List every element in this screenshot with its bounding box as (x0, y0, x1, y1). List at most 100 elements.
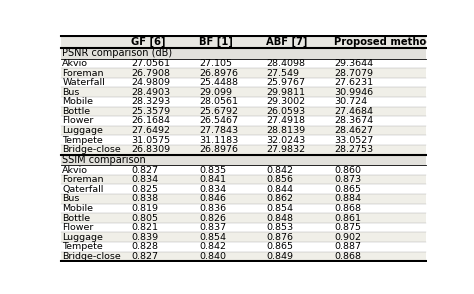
Text: 0.821: 0.821 (131, 223, 158, 232)
Text: 0.834: 0.834 (131, 175, 159, 184)
Text: 28.4903: 28.4903 (131, 88, 171, 97)
Bar (61, 155, 426, 165)
Bar (61, 59, 426, 68)
Text: 0.853: 0.853 (266, 223, 293, 232)
Text: 0.865: 0.865 (334, 185, 361, 194)
Text: Luggage: Luggage (62, 233, 103, 242)
Text: 0.828: 0.828 (131, 242, 158, 251)
Text: 0.842: 0.842 (266, 166, 293, 175)
Text: 29.9811: 29.9811 (266, 88, 305, 97)
Bar (61, 87, 426, 97)
Text: 0.865: 0.865 (266, 242, 293, 251)
Text: SSIM comparison: SSIM comparison (62, 155, 146, 165)
Bar (61, 36, 426, 48)
Text: 0.876: 0.876 (266, 233, 293, 242)
Text: 0.868: 0.868 (334, 252, 361, 261)
Text: 26.0593: 26.0593 (266, 107, 306, 116)
Text: 0.860: 0.860 (334, 166, 361, 175)
Bar (61, 145, 426, 155)
Text: 28.0561: 28.0561 (199, 97, 238, 106)
Text: 31.1183: 31.1183 (199, 136, 238, 145)
Text: 0.834: 0.834 (199, 185, 226, 194)
Text: 27.0561: 27.0561 (131, 59, 171, 68)
Text: 0.841: 0.841 (199, 175, 226, 184)
Text: 0.854: 0.854 (266, 204, 293, 213)
Text: 0.839: 0.839 (131, 233, 159, 242)
Bar (61, 116, 426, 126)
Text: Mobile: Mobile (62, 204, 93, 213)
Bar (61, 194, 426, 204)
Text: Bus: Bus (62, 88, 80, 97)
Text: 0.837: 0.837 (199, 223, 226, 232)
Text: Proposed method: Proposed method (334, 37, 433, 47)
Text: 26.8976: 26.8976 (199, 69, 238, 78)
Text: 0.856: 0.856 (266, 175, 293, 184)
Bar (61, 78, 426, 87)
Text: 0.836: 0.836 (199, 204, 226, 213)
Text: Bridge-close: Bridge-close (62, 252, 121, 261)
Text: 28.4098: 28.4098 (266, 59, 305, 68)
Text: Foreman: Foreman (62, 175, 104, 184)
Text: 28.2753: 28.2753 (334, 145, 373, 154)
Text: 29.3644: 29.3644 (334, 59, 373, 68)
Bar (61, 213, 426, 223)
Text: 32.0243: 32.0243 (266, 136, 306, 145)
Text: 27.6492: 27.6492 (131, 126, 171, 135)
Bar (61, 242, 426, 252)
Text: 28.8139: 28.8139 (266, 126, 306, 135)
Text: 0.849: 0.849 (266, 252, 293, 261)
Text: PSNR comparison (dB): PSNR comparison (dB) (62, 48, 173, 58)
Text: 27.7843: 27.7843 (199, 126, 238, 135)
Bar (61, 175, 426, 185)
Text: Qaterfall: Qaterfall (62, 185, 103, 194)
Text: 0.838: 0.838 (131, 194, 159, 203)
Bar (61, 223, 426, 233)
Text: 27.6231: 27.6231 (334, 78, 373, 87)
Text: Tempete: Tempete (62, 136, 103, 145)
Text: 26.8976: 26.8976 (199, 145, 238, 154)
Bar (61, 97, 426, 107)
Text: Luggage: Luggage (62, 126, 103, 135)
Text: Waterfall: Waterfall (62, 78, 105, 87)
Bar (61, 252, 426, 261)
Text: GF [6]: GF [6] (131, 37, 166, 47)
Text: 0.819: 0.819 (131, 204, 158, 213)
Bar (61, 185, 426, 194)
Text: Tempete: Tempete (62, 242, 103, 251)
Text: 0.827: 0.827 (131, 252, 158, 261)
Text: Bridge-close: Bridge-close (62, 145, 121, 154)
Bar (61, 48, 426, 59)
Text: 0.848: 0.848 (266, 213, 293, 223)
Text: Flower: Flower (62, 116, 93, 126)
Text: 25.9767: 25.9767 (266, 78, 305, 87)
Text: Flower: Flower (62, 223, 93, 232)
Text: 0.835: 0.835 (199, 166, 226, 175)
Text: 31.0575: 31.0575 (131, 136, 171, 145)
Text: 25.4488: 25.4488 (199, 78, 238, 87)
Text: 0.825: 0.825 (131, 185, 158, 194)
Text: 0.873: 0.873 (334, 175, 361, 184)
Text: Bottle: Bottle (62, 107, 91, 116)
Text: 28.3674: 28.3674 (334, 116, 373, 126)
Text: 26.1684: 26.1684 (131, 116, 171, 126)
Text: Foreman: Foreman (62, 69, 104, 78)
Text: 29.3002: 29.3002 (266, 97, 306, 106)
Text: 0.846: 0.846 (199, 194, 226, 203)
Text: Bus: Bus (62, 194, 80, 203)
Bar (61, 204, 426, 213)
Text: 0.805: 0.805 (131, 213, 158, 223)
Bar (61, 233, 426, 242)
Text: 0.826: 0.826 (199, 213, 226, 223)
Text: 24.9809: 24.9809 (131, 78, 171, 87)
Text: 0.862: 0.862 (266, 194, 293, 203)
Bar (61, 126, 426, 135)
Bar (61, 68, 426, 78)
Text: 25.3579: 25.3579 (131, 107, 171, 116)
Text: 0.868: 0.868 (334, 204, 361, 213)
Text: Bottle: Bottle (62, 213, 91, 223)
Text: 33.0527: 33.0527 (334, 136, 373, 145)
Text: 0.844: 0.844 (266, 185, 293, 194)
Text: 26.5467: 26.5467 (199, 116, 238, 126)
Text: 0.827: 0.827 (131, 166, 158, 175)
Text: 0.887: 0.887 (334, 242, 361, 251)
